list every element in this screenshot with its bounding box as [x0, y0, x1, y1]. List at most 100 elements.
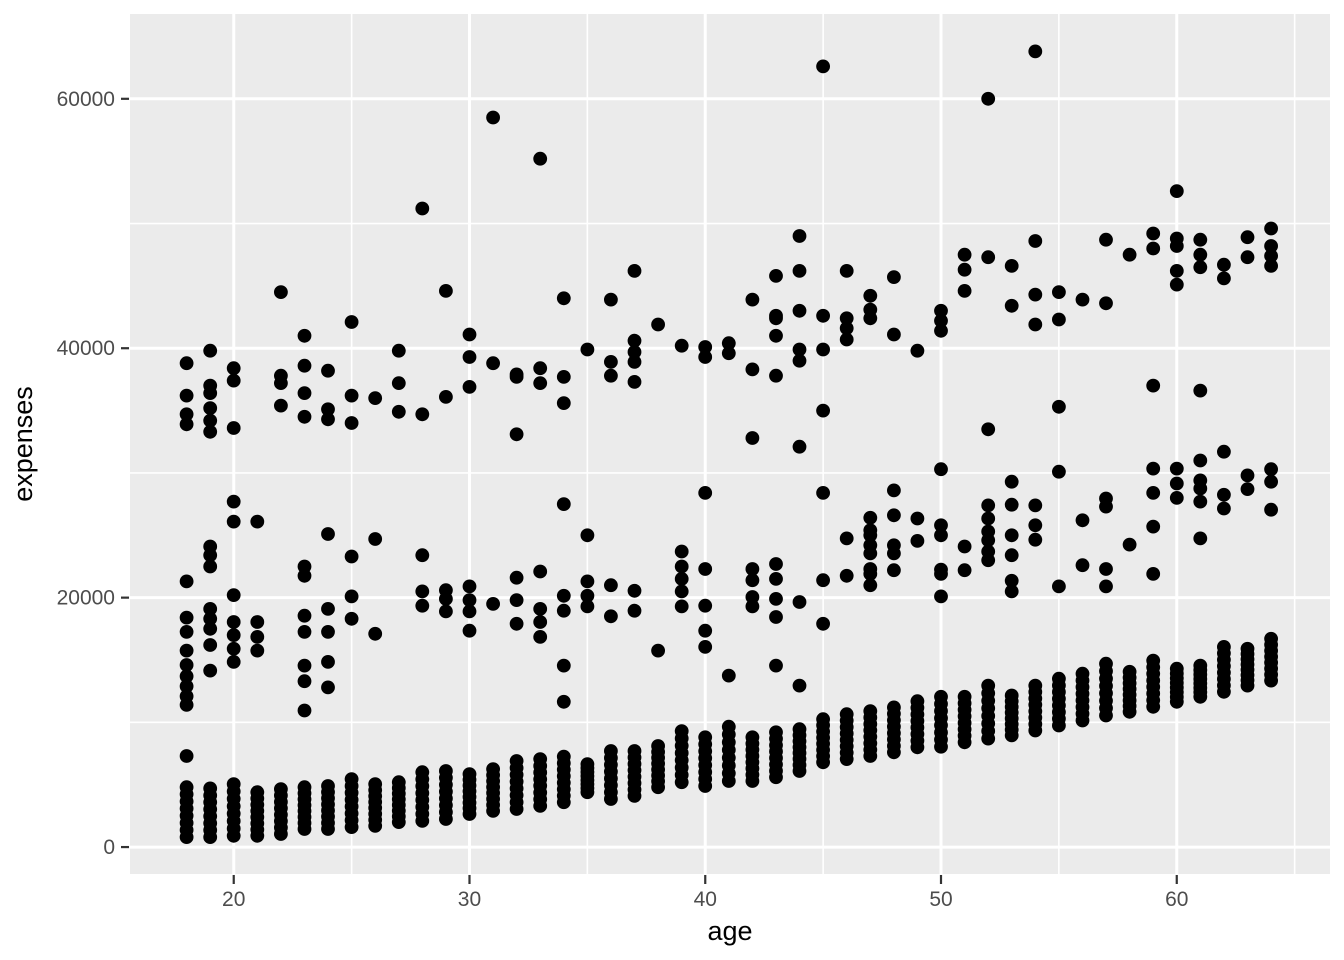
data-point	[698, 562, 713, 576]
data-point	[462, 380, 477, 394]
data-point	[1193, 453, 1208, 468]
data-point	[1217, 444, 1231, 459]
data-point	[674, 559, 689, 574]
data-point	[792, 303, 807, 318]
data-point	[1240, 230, 1255, 245]
data-point	[533, 752, 548, 766]
x-tick-label: 20	[222, 888, 245, 911]
data-point	[297, 568, 312, 583]
data-point	[816, 616, 830, 631]
data-point	[1028, 44, 1043, 59]
data-point	[1028, 234, 1043, 248]
x-tick-label: 40	[694, 888, 717, 911]
data-point	[839, 321, 854, 336]
data-point	[1146, 519, 1161, 534]
data-point	[910, 343, 925, 358]
data-point	[1193, 383, 1208, 398]
data-point	[297, 658, 312, 673]
data-point	[981, 553, 996, 568]
data-point	[957, 284, 972, 298]
data-point	[1075, 666, 1090, 681]
data-point	[981, 422, 996, 437]
data-point	[1052, 464, 1066, 479]
data-point	[674, 599, 689, 614]
data-point	[627, 264, 642, 278]
data-point	[1193, 531, 1208, 546]
data-point	[1028, 532, 1043, 547]
data-point	[1264, 474, 1278, 489]
data-point	[769, 328, 783, 343]
data-point	[368, 777, 383, 791]
data-point	[1217, 271, 1231, 286]
data-point	[698, 340, 713, 354]
data-point	[769, 572, 783, 586]
data-point	[203, 386, 218, 400]
data-point	[1169, 661, 1184, 676]
data-point	[1052, 671, 1066, 686]
data-point	[674, 544, 689, 559]
data-point	[1004, 573, 1019, 588]
data-point	[462, 350, 477, 364]
data-point	[580, 574, 595, 589]
y-tick-label: 20000	[57, 587, 115, 610]
data-point	[1004, 298, 1019, 313]
data-point	[627, 333, 642, 348]
data-point	[203, 413, 218, 428]
data-point	[1004, 259, 1019, 273]
data-point	[297, 358, 312, 373]
data-point	[887, 700, 901, 715]
data-point	[203, 621, 218, 636]
data-point	[391, 775, 406, 790]
data-point	[1169, 239, 1184, 253]
data-point	[1075, 513, 1090, 528]
data-point	[250, 615, 265, 629]
data-point	[887, 508, 901, 523]
data-point	[887, 546, 901, 561]
data-point	[604, 368, 618, 383]
data-point	[509, 427, 524, 442]
data-point	[627, 744, 642, 758]
data-point	[226, 361, 241, 376]
data-point	[344, 611, 359, 626]
data-point	[957, 247, 972, 262]
data-point	[698, 623, 713, 638]
data-point	[1146, 486, 1161, 500]
data-point	[391, 343, 406, 358]
data-point	[745, 573, 760, 588]
data-point	[1264, 249, 1278, 263]
data-point	[1193, 260, 1208, 275]
data-point	[910, 534, 925, 548]
data-point	[1264, 631, 1278, 646]
data-point	[1169, 264, 1184, 278]
data-point	[1193, 232, 1208, 247]
data-point	[556, 749, 571, 764]
data-point	[1052, 312, 1066, 327]
data-point	[627, 375, 642, 389]
data-point	[1004, 528, 1019, 543]
data-point	[769, 725, 783, 740]
data-point	[1169, 277, 1184, 292]
data-point	[1122, 247, 1137, 262]
y-tick-label: 40000	[57, 337, 115, 360]
data-point	[415, 548, 430, 563]
data-point	[1169, 184, 1184, 199]
data-point	[580, 528, 595, 543]
data-point	[321, 655, 335, 669]
data-point	[769, 592, 783, 606]
data-point	[674, 724, 689, 738]
data-point	[486, 762, 500, 776]
data-point	[863, 704, 878, 718]
data-point	[981, 511, 996, 526]
data-point	[250, 630, 265, 644]
data-point	[792, 439, 807, 454]
data-point	[698, 350, 713, 364]
data-point	[769, 610, 783, 624]
data-point	[509, 593, 524, 607]
data-point	[863, 528, 878, 543]
data-point	[981, 250, 996, 265]
data-point	[1075, 558, 1090, 573]
data-point	[297, 703, 312, 718]
data-point	[698, 640, 713, 654]
data-point	[439, 604, 453, 619]
data-point	[934, 518, 948, 533]
